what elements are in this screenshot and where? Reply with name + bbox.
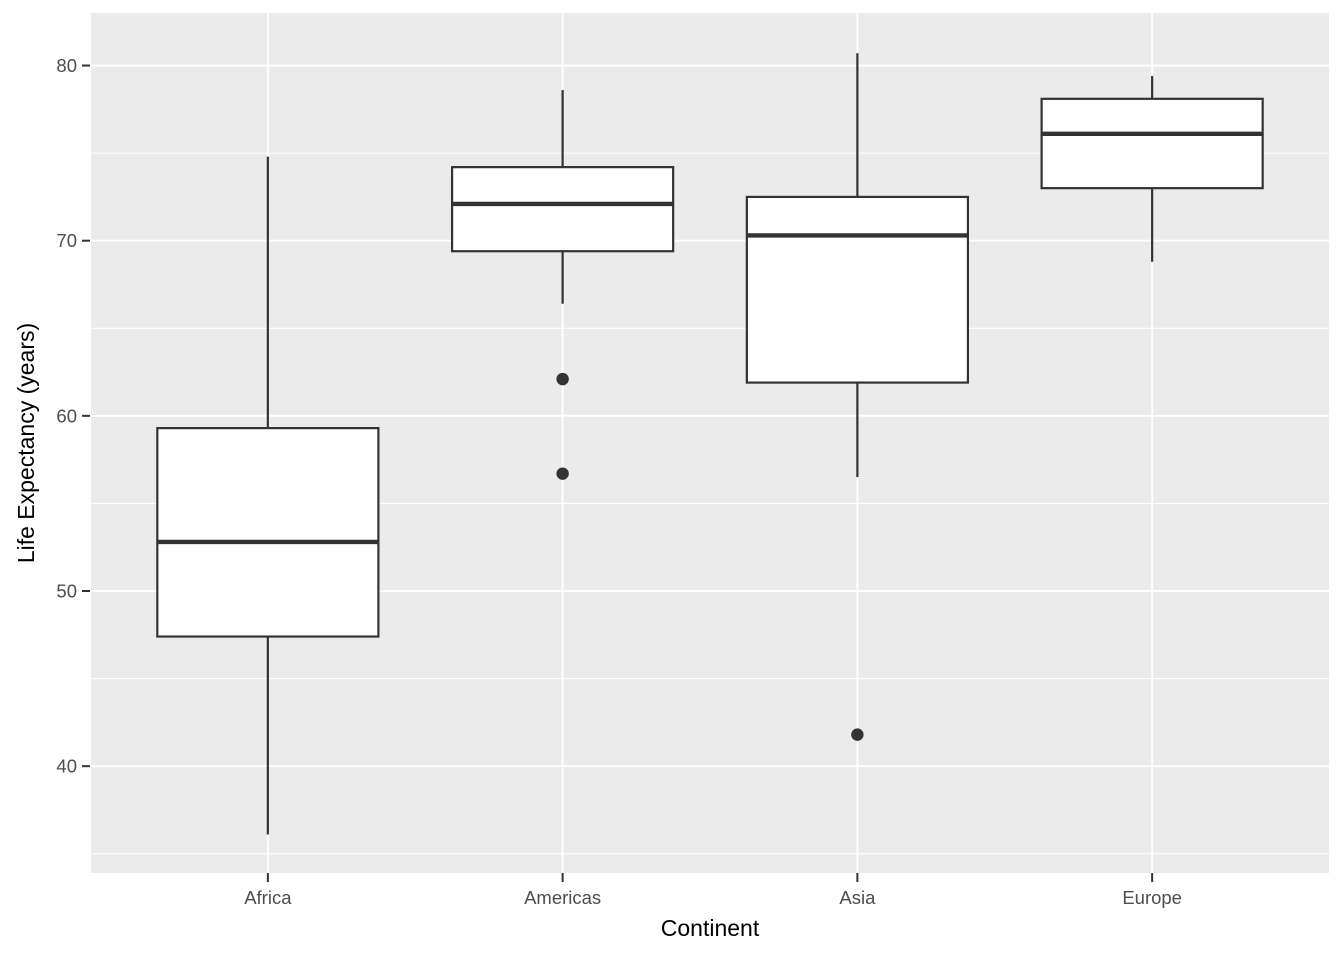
y-tick-label: 60 — [56, 405, 77, 426]
outlier-point-americas — [556, 467, 569, 480]
box-africa — [156, 427, 380, 638]
x-tick-label: Americas — [524, 887, 601, 908]
y-tick-label: 80 — [56, 55, 77, 76]
x-tick-label: Africa — [244, 887, 292, 908]
x-tick-label: Europe — [1122, 887, 1182, 908]
outlier-point-asia — [851, 728, 864, 741]
x-tick-label: Asia — [839, 887, 876, 908]
outlier-point-americas — [556, 372, 569, 386]
y-tick-label: 50 — [56, 580, 77, 601]
box-europe — [1040, 97, 1264, 190]
y-tick-label: 40 — [56, 756, 77, 777]
x-axis-title: Continent — [660, 915, 760, 941]
y-tick-label: 70 — [56, 230, 77, 251]
box-americas — [450, 166, 675, 253]
y-axis-title: Life Expectancy (years) — [13, 322, 39, 564]
box-asia — [745, 195, 970, 384]
